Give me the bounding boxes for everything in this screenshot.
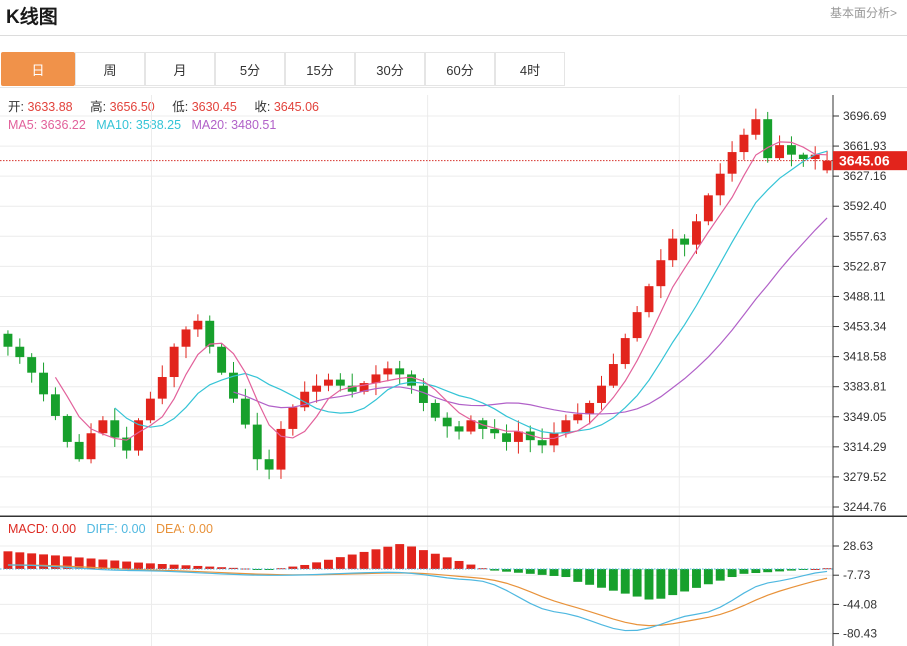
svg-text:3279.52: 3279.52 — [843, 470, 887, 484]
svg-text:3645.06: 3645.06 — [839, 153, 890, 169]
svg-text:3696.69: 3696.69 — [843, 109, 887, 123]
svg-text:3627.16: 3627.16 — [843, 169, 887, 183]
svg-text:-44.08: -44.08 — [843, 597, 877, 611]
svg-text:3557.63: 3557.63 — [843, 229, 887, 243]
svg-text:3661.93: 3661.93 — [843, 139, 887, 153]
svg-text:3418.58: 3418.58 — [843, 350, 887, 364]
svg-text:-80.43: -80.43 — [843, 627, 877, 641]
svg-text:3488.11: 3488.11 — [843, 289, 886, 303]
svg-text:3592.40: 3592.40 — [843, 199, 887, 213]
svg-text:28.63: 28.63 — [843, 539, 873, 553]
svg-text:3349.05: 3349.05 — [843, 410, 887, 424]
svg-text:3453.34: 3453.34 — [843, 320, 887, 334]
svg-text:-7.73: -7.73 — [843, 568, 871, 582]
svg-text:3522.87: 3522.87 — [843, 259, 887, 273]
svg-text:3314.29: 3314.29 — [843, 440, 887, 454]
svg-text:3244.76: 3244.76 — [843, 500, 887, 514]
svg-text:3383.81: 3383.81 — [843, 380, 887, 394]
